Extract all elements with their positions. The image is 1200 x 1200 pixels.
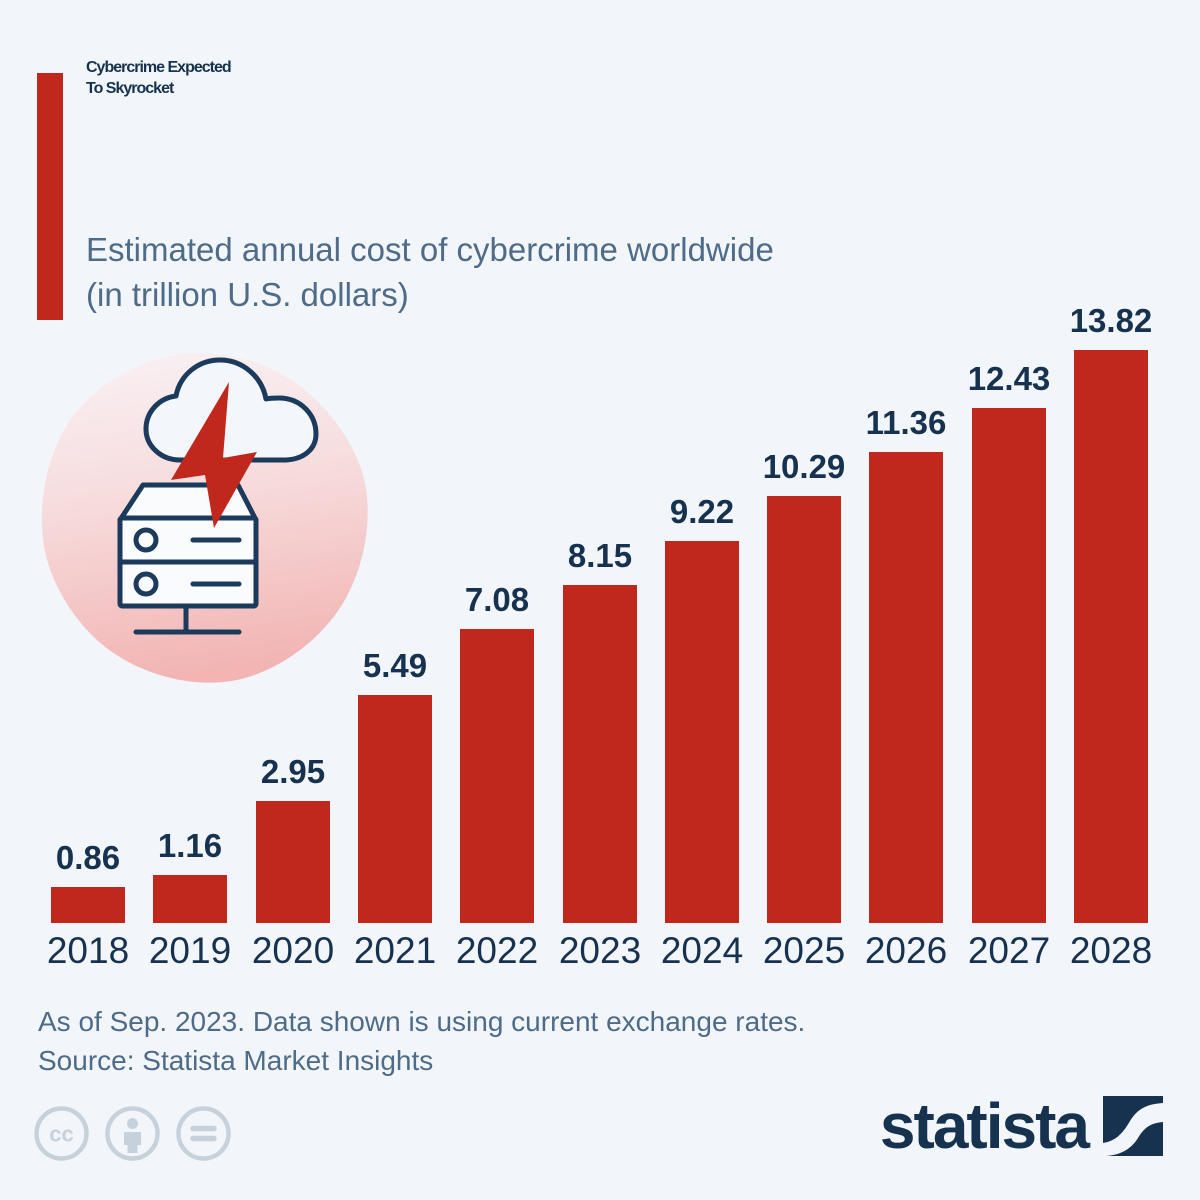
bar-column-2022: 7.08 2022	[456, 280, 538, 971]
license-icons: cc	[33, 1105, 232, 1162]
x-tick-label-2020: 2020	[251, 930, 335, 971]
value-label-2022: 7.08	[464, 581, 530, 618]
value-label-2018: 0.86	[55, 839, 121, 876]
svg-text:cc: cc	[49, 1122, 73, 1147]
bar-column-2028: 13.82 2028	[1070, 280, 1153, 971]
bar-column-2023: 8.15 2023	[559, 280, 641, 971]
x-tick-label-2022: 2022	[455, 930, 539, 971]
x-tick-label-2023: 2023	[558, 930, 642, 971]
value-label-2021: 5.49	[362, 647, 428, 684]
cc-by-person-icon	[105, 1106, 160, 1161]
x-tick-label-2028: 2028	[1069, 930, 1153, 971]
title-line-1: Cybercrime Expected	[86, 59, 232, 76]
cc-nd-equals-icon	[176, 1106, 231, 1161]
bar-2018	[51, 887, 125, 923]
value-label-2028: 13.82	[1069, 302, 1153, 339]
bar-column-2020: 2.95 2020	[252, 280, 334, 971]
footnote-note: As of Sep. 2023. Data shown is using cur…	[38, 1006, 806, 1037]
statista-wordmark: statista	[879, 1090, 1090, 1162]
x-tick-label-2024: 2024	[660, 930, 744, 971]
value-label-2024: 9.22	[669, 493, 735, 530]
value-label-2026: 11.36	[865, 404, 947, 441]
bar-2026	[869, 452, 943, 923]
bar-column-2026: 11.36 2026	[865, 280, 947, 971]
value-label-2023: 8.15	[567, 537, 633, 574]
chart-subtitle: Estimated annual cost of cybercrime worl…	[86, 228, 1036, 318]
bar-2027	[972, 408, 1046, 923]
x-tick-label-2026: 2026	[864, 930, 948, 971]
bar-column-2027: 12.43 2027	[968, 280, 1051, 971]
bar-column-2021: 5.49 2021	[354, 280, 436, 971]
x-tick-label-2018: 2018	[46, 930, 130, 971]
bar-column-2025: 10.29 2025	[763, 280, 846, 971]
bar-column-2018: 0.86 2018	[47, 280, 129, 971]
cloud-lightning-server-icon	[41, 353, 368, 683]
footnote: As of Sep. 2023. Data shown is using cur…	[38, 1002, 938, 1080]
footnote-source: Source: Statista Market Insights	[38, 1045, 434, 1077]
statista-logo-mark	[1103, 1096, 1163, 1156]
x-tick-label-2025: 2025	[762, 930, 846, 971]
bar-chart: 0.86 2018 1.16 2019 2.95 2020 5.49 2021 7.08 2022…	[47, 280, 1153, 971]
subtitle-line-1: Estimated annual cost of cybercrime worl…	[86, 231, 774, 268]
title-line-2: To Skyrocket	[86, 80, 174, 98]
cc-icon: cc	[34, 1106, 89, 1161]
value-label-2027: 12.43	[967, 360, 1051, 397]
page-title: Cybercrime Expected To Skyrocket	[86, 57, 986, 100]
bar-2020	[256, 801, 330, 923]
title-accent-bar	[37, 73, 63, 320]
bar-column-2019: 1.16 2019	[149, 280, 231, 971]
bar-column-2024: 9.22 2024	[661, 280, 743, 971]
bar-2022	[460, 629, 534, 923]
lightning-bolt-icon	[171, 382, 257, 528]
bar-2024	[665, 541, 739, 923]
x-tick-label-2027: 2027	[967, 930, 1051, 971]
statista-logo: statista	[880, 1094, 1163, 1158]
bar-2023	[563, 585, 637, 923]
bar-2028	[1074, 350, 1148, 923]
subtitle-line-2: (in trillion U.S. dollars)	[86, 275, 409, 313]
bar-2021	[358, 695, 432, 923]
value-label-2020: 2.95	[260, 753, 326, 790]
x-tick-label-2021: 2021	[353, 930, 437, 971]
value-label-2019: 1.16	[157, 827, 223, 864]
cloud-icon	[143, 357, 319, 463]
x-tick-label-2019: 2019	[148, 930, 232, 971]
value-label-2025: 10.29	[762, 448, 846, 485]
bar-2019	[153, 875, 227, 923]
bar-2025	[767, 496, 841, 923]
